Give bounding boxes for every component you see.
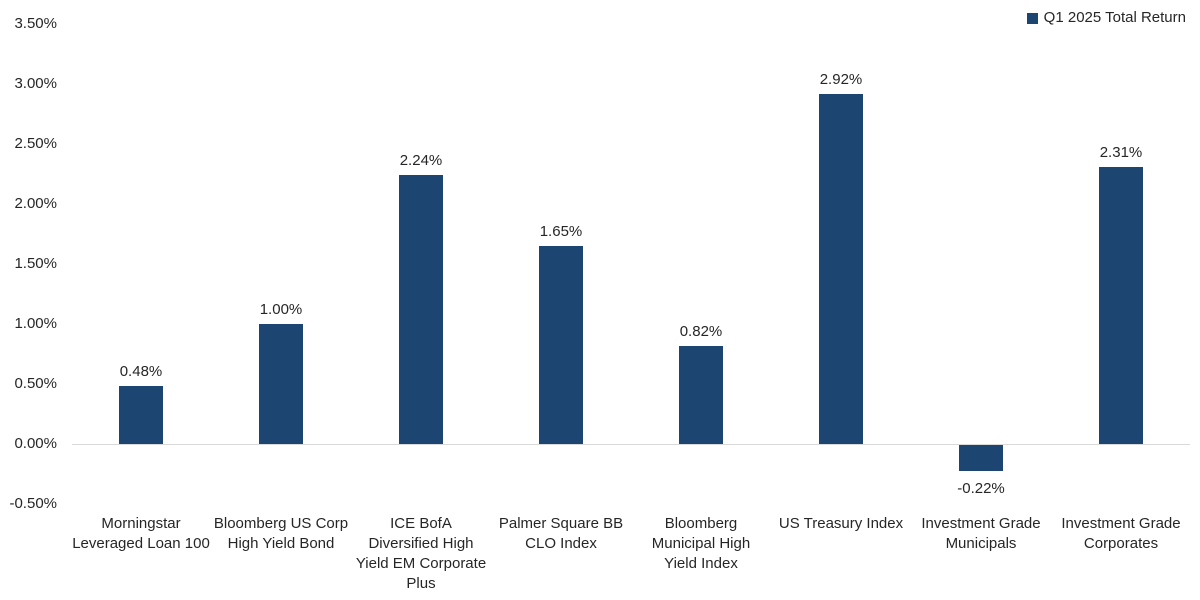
bar xyxy=(959,445,1003,472)
legend: Q1 2025 Total Return xyxy=(1026,8,1186,28)
bar-value-label: 2.92% xyxy=(819,70,863,88)
bar xyxy=(679,345,723,444)
bar xyxy=(539,246,583,444)
bar xyxy=(1099,166,1143,444)
y-axis-tick-label: 3.50% xyxy=(14,15,57,32)
bar-value-label: 1.00% xyxy=(259,301,303,318)
y-axis-tick-label: 1.00% xyxy=(14,315,57,332)
y-axis-tick-label: 2.00% xyxy=(14,195,57,212)
x-axis-category-label: Investment Grade Municipals xyxy=(921,515,1041,552)
bar xyxy=(399,175,443,444)
x-axis-category-label: US Treasury Index xyxy=(778,515,904,532)
bar xyxy=(259,324,303,444)
legend-label: Q1 2025 Total Return xyxy=(1043,9,1186,26)
x-axis-category-label: Bloomberg Municipal High Yield Index xyxy=(651,515,751,572)
x-axis-line xyxy=(72,444,1190,445)
x-axis-category-label: Palmer Square BB CLO Index xyxy=(498,515,624,552)
bar xyxy=(119,386,163,444)
bar-value-label: 2.24% xyxy=(399,152,443,170)
x-axis-category-label: Investment Grade Corporates xyxy=(1061,515,1181,552)
x-axis-category-label: ICE BofA Diversified High Yield EM Corpora… xyxy=(355,515,487,592)
y-axis-tick-label: 0.50% xyxy=(14,375,57,392)
bar-value-label: -0.22% xyxy=(957,480,1005,498)
y-axis-tick-label: -0.50% xyxy=(9,495,57,512)
bar-value-label: 2.31% xyxy=(1099,143,1143,161)
x-axis-category-label: Bloomberg US Corp High Yield Bond xyxy=(213,515,349,552)
legend-swatch-icon xyxy=(1026,12,1038,24)
y-axis-tick-label: 1.50% xyxy=(14,255,57,272)
y-axis-tick-label: 3.00% xyxy=(14,75,57,92)
y-axis-tick-label: 2.50% xyxy=(14,135,57,152)
x-axis-category-label: Morningstar Leveraged Loan 100 xyxy=(72,515,210,552)
y-axis-tick-label: 0.00% xyxy=(14,435,57,452)
bar-value-label: 0.82% xyxy=(679,322,723,340)
bar-value-label: 1.65% xyxy=(539,223,583,240)
bar-value-label: 0.48% xyxy=(119,363,163,381)
bar xyxy=(819,93,863,444)
